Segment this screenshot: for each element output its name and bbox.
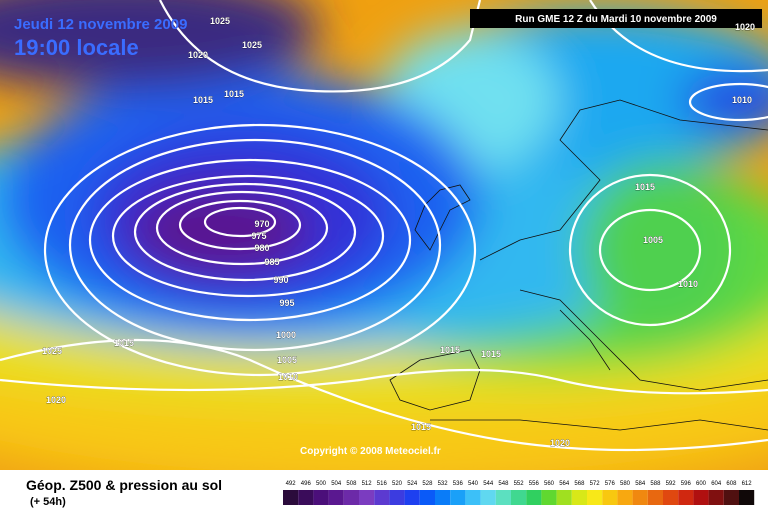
color-swatch — [587, 490, 603, 505]
isobar-label: 1010 — [678, 279, 698, 289]
color-swatch — [298, 490, 314, 505]
color-swatch — [343, 490, 359, 505]
color-swatch — [419, 490, 435, 505]
color-swatch — [708, 490, 724, 505]
scale-label: 496 — [301, 481, 312, 487]
isobar-label: 1015 — [440, 345, 460, 355]
color-swatch — [313, 490, 329, 505]
scale-label: 512 — [362, 481, 373, 487]
color-swatch — [435, 490, 451, 505]
isobar-label: 1000 — [276, 330, 296, 340]
legend-title: Géop. Z500 & pression au sol — [26, 477, 222, 493]
isobar-label: 990 — [273, 275, 288, 285]
copyright: Copyright © 2008 Meteociel.fr — [300, 446, 441, 457]
scale-label: 556 — [529, 481, 540, 487]
isobar-label: 1025 — [42, 346, 62, 356]
isobar-label: 1015 — [224, 89, 244, 99]
scale-label: 608 — [726, 481, 737, 487]
isobar-label: 1020 — [550, 438, 570, 448]
isobar-label: 1025 — [210, 16, 230, 26]
scale-label: 612 — [742, 481, 753, 487]
scale-label: 564 — [559, 481, 570, 487]
color-swatch — [283, 490, 299, 505]
scale-label: 560 — [544, 481, 555, 487]
scale-label: 572 — [590, 481, 601, 487]
scale-label: 592 — [666, 481, 677, 487]
color-swatch — [693, 490, 709, 505]
scale-label: 500 — [316, 481, 327, 487]
isobar-label: 980 — [254, 243, 269, 253]
color-swatch — [617, 490, 633, 505]
color-swatch — [647, 490, 663, 505]
scale-label: 536 — [453, 481, 464, 487]
color-swatch — [450, 490, 466, 505]
isobar-label: 1020 — [188, 50, 208, 60]
scale-label: 568 — [574, 481, 585, 487]
isobar-label: 1020 — [46, 395, 66, 405]
isobar-label: 1025 — [242, 40, 262, 50]
color-swatch — [389, 490, 405, 505]
scale-label: 548 — [498, 481, 509, 487]
scale-label: 504 — [331, 481, 342, 487]
isobar-label: 1005 — [277, 355, 297, 365]
scale-label: 580 — [620, 481, 631, 487]
scale-label: 596 — [681, 481, 692, 487]
isobar-label: 1010 — [278, 372, 298, 382]
isobar-label: 970 — [254, 219, 269, 229]
run-info: Run GME 12 Z du Mardi 10 novembre 2009 — [515, 14, 717, 25]
map-field — [0, 0, 768, 470]
color-swatch — [602, 490, 618, 505]
local-time: 19:00 locale — [14, 35, 139, 60]
scale-label: 576 — [605, 481, 616, 487]
scale-label: 588 — [650, 481, 661, 487]
color-swatch — [556, 490, 572, 505]
color-swatch — [328, 490, 344, 505]
color-swatch — [480, 490, 496, 505]
isobar-label: 1010 — [732, 95, 752, 105]
isobar-label: 985 — [264, 257, 279, 267]
scale-label: 544 — [483, 481, 494, 487]
lead-time: (+ 54h) — [30, 496, 66, 508]
color-swatch — [541, 490, 557, 505]
isobar-label: 1015 — [114, 338, 134, 348]
scale-label: 584 — [635, 481, 646, 487]
color-swatch — [526, 490, 542, 505]
isobar-label: 995 — [279, 298, 294, 308]
isobar-label: 1005 — [643, 235, 663, 245]
isobar-label: 1020 — [735, 22, 755, 32]
date: Jeudi 12 novembre 2009 — [14, 16, 187, 33]
color-swatch — [678, 490, 694, 505]
scale-label: 540 — [468, 481, 479, 487]
scale-label: 516 — [377, 481, 388, 487]
scale-label: 528 — [422, 481, 433, 487]
scale-label: 604 — [711, 481, 722, 487]
color-swatch — [374, 490, 390, 505]
scale-label: 532 — [438, 481, 449, 487]
isobar-label: 1015 — [635, 182, 655, 192]
color-swatch — [739, 490, 755, 505]
isobar-label: 1015 — [481, 349, 501, 359]
color-swatch — [404, 490, 420, 505]
color-swatch — [571, 490, 587, 505]
color-swatch — [511, 490, 527, 505]
scale-label: 552 — [514, 481, 525, 487]
isobar-label: 975 — [251, 231, 266, 241]
color-swatch — [663, 490, 679, 505]
scale-label: 600 — [696, 481, 707, 487]
run-box — [470, 9, 762, 28]
isobar-label: 1015 — [193, 95, 213, 105]
scale-label: 492 — [286, 481, 297, 487]
isobar-label: 1015 — [411, 422, 431, 432]
color-swatch — [465, 490, 481, 505]
color-swatch — [495, 490, 511, 505]
color-swatch — [359, 490, 375, 505]
scale-label: 524 — [407, 481, 418, 487]
scale-label: 508 — [346, 481, 357, 487]
color-swatch — [632, 490, 648, 505]
color-swatch — [723, 490, 739, 505]
scale-label: 520 — [392, 481, 403, 487]
